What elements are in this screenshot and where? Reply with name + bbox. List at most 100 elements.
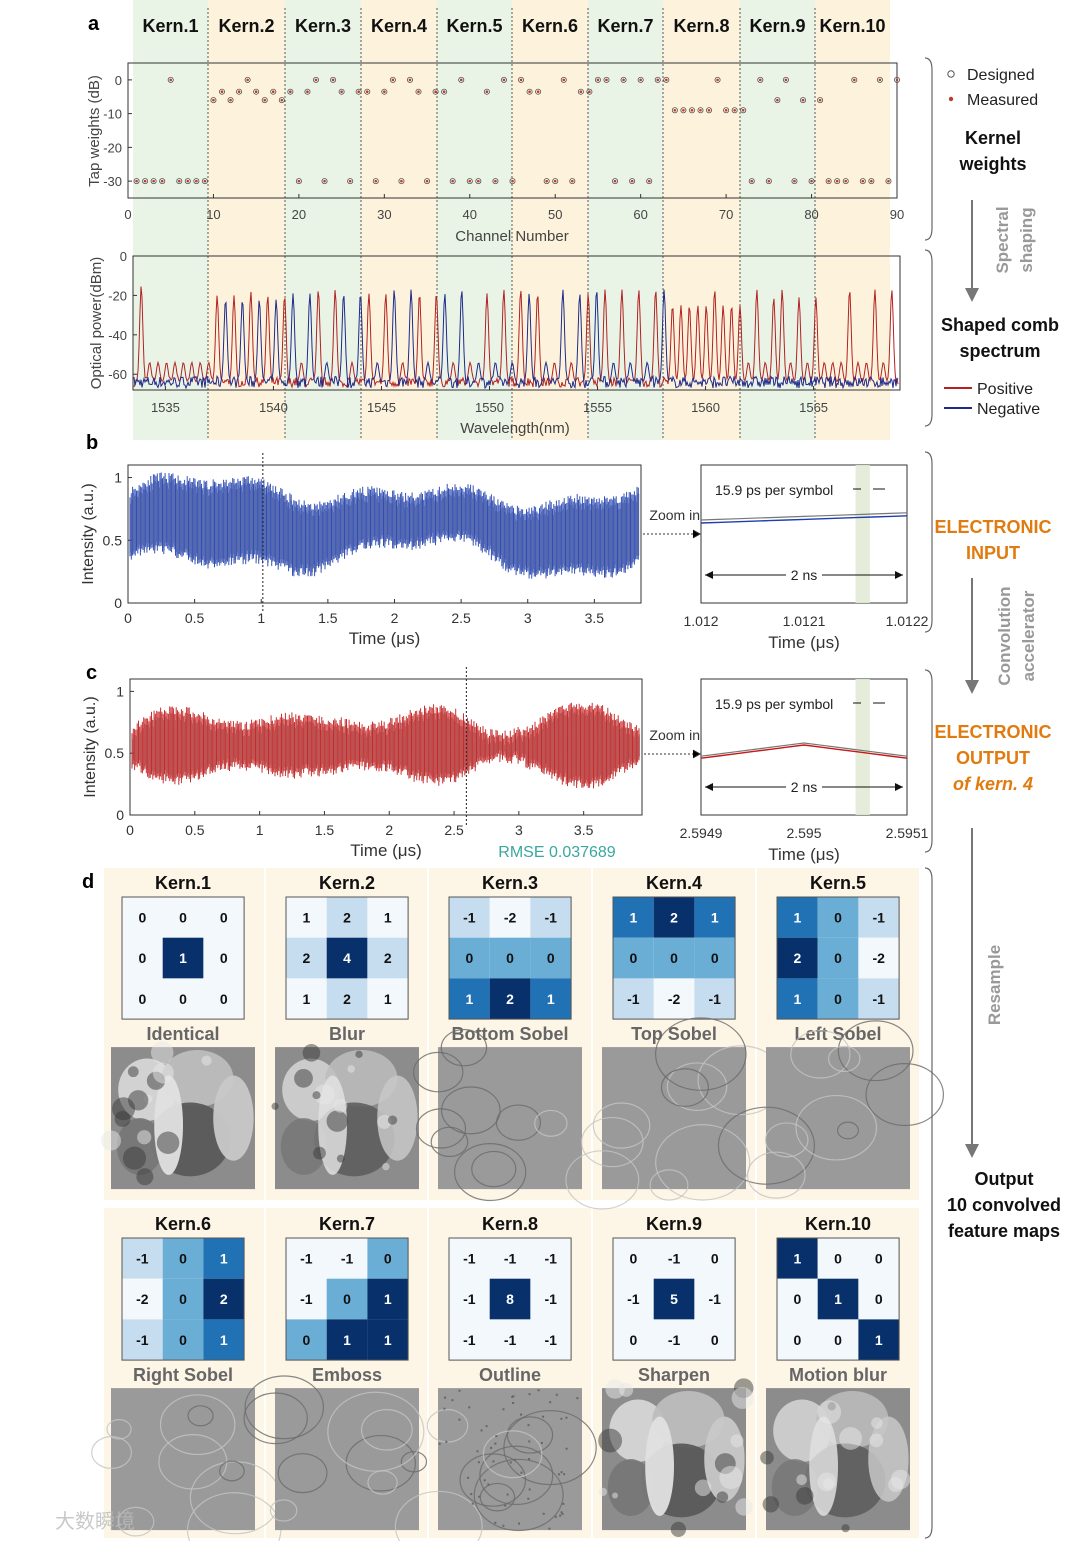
image-detail xyxy=(271,1102,279,1110)
kernel-cell xyxy=(286,1278,327,1320)
designed-point xyxy=(876,76,883,83)
kernel-cell-value: 1 xyxy=(343,1332,351,1348)
noise-speck xyxy=(458,1389,461,1392)
image-detail xyxy=(841,1524,850,1533)
bracket xyxy=(924,669,933,853)
measured-point xyxy=(152,179,155,183)
noise-speck xyxy=(561,1512,564,1515)
image-shape xyxy=(280,1118,327,1175)
image-detail xyxy=(612,1492,619,1499)
noise-speck xyxy=(511,1395,514,1398)
edge-contour xyxy=(441,1086,501,1135)
kernel-cell-value: 0 xyxy=(793,1332,801,1348)
kernel-cell xyxy=(858,1319,900,1361)
noise-speck xyxy=(554,1515,557,1518)
designed-point xyxy=(330,76,337,83)
x-tick-label: 1.5 xyxy=(315,822,335,838)
measured-point xyxy=(425,179,429,183)
measured-point xyxy=(135,179,138,183)
edge-contour xyxy=(865,1063,944,1127)
kernel-cell-value: 1 xyxy=(547,991,555,1007)
kernel-cell-value: -1 xyxy=(463,1332,476,1348)
designed-point xyxy=(415,88,422,95)
kernel-cell xyxy=(817,897,859,938)
image-detail xyxy=(869,1433,884,1448)
designed-point xyxy=(364,88,371,95)
zoom-reference xyxy=(700,742,908,757)
kernel-cell-value: -1 xyxy=(873,991,886,1007)
image-detail xyxy=(128,1090,149,1111)
noise-speck xyxy=(528,1488,531,1491)
designed-point xyxy=(800,97,807,104)
x-tick-label: 0 xyxy=(124,610,132,626)
measured-point xyxy=(297,179,301,183)
measured-point xyxy=(143,179,147,183)
designed-point xyxy=(663,76,670,83)
negative-trace xyxy=(133,289,899,390)
kernel-cell xyxy=(858,1238,900,1279)
reference-signal xyxy=(132,709,640,785)
kernel-cell-value: 0 xyxy=(670,950,678,966)
noise-speck xyxy=(506,1493,509,1496)
image-detail xyxy=(336,1154,345,1163)
kernel-name: Outline xyxy=(479,1365,541,1385)
kernel-header: Kern.4 xyxy=(371,16,427,36)
kernel-cell-value: 1 xyxy=(220,1332,228,1348)
time-plot-frame xyxy=(127,464,642,604)
edge-contour xyxy=(473,1458,564,1532)
kernel-cell xyxy=(162,1238,204,1279)
measured-point xyxy=(699,108,702,112)
designed-point xyxy=(193,178,200,185)
kernel-cell-value: -1 xyxy=(545,1332,558,1348)
kernel-cell xyxy=(613,937,654,979)
measured-point xyxy=(323,179,326,183)
kernel-title: Kern.9 xyxy=(646,1214,702,1234)
panel-label: a xyxy=(88,13,100,35)
y-tick-label: 0 xyxy=(115,73,122,88)
kernel-cell-value: -1 xyxy=(463,909,476,925)
kernel-header: Kern.1 xyxy=(142,16,198,36)
edge-contour xyxy=(360,1409,413,1451)
kernel-band-9 xyxy=(740,0,815,440)
kernel-cell-value: 1 xyxy=(711,909,719,925)
image-detail xyxy=(347,1065,355,1073)
noise-speck xyxy=(560,1471,563,1474)
image-shape xyxy=(809,1416,838,1516)
kernel-cell xyxy=(858,978,900,1020)
designed-point xyxy=(355,88,362,95)
kernel-cell-value: 0 xyxy=(138,991,146,1007)
designed-point xyxy=(398,178,405,185)
kernel-cell-value: -2 xyxy=(668,991,681,1007)
image-detail xyxy=(796,1487,814,1505)
measured-point xyxy=(793,179,796,183)
designed-point xyxy=(492,178,499,185)
edge-contour xyxy=(649,1169,689,1201)
image-shape xyxy=(377,1075,418,1161)
kernel-cell-value: 0 xyxy=(179,1332,187,1348)
kernel-cell-value: 1 xyxy=(384,991,392,1007)
x-tick-label: 3 xyxy=(524,610,532,626)
designed-point xyxy=(757,76,764,83)
x-tick-label: 20 xyxy=(292,207,306,222)
kernel-cell xyxy=(694,897,736,938)
x-tick-label: 1.5 xyxy=(318,610,338,626)
designed-point xyxy=(808,178,815,185)
image-detail xyxy=(735,1498,753,1516)
kernel-cell-value: -1 xyxy=(668,1250,681,1266)
designed-point xyxy=(483,88,490,95)
edge-contour xyxy=(717,1106,816,1185)
image-detail xyxy=(355,1050,363,1058)
x-axis-label: Channel Number xyxy=(455,228,568,245)
measured-point xyxy=(562,78,566,82)
noise-speck xyxy=(492,1460,495,1463)
edge-contour xyxy=(666,1062,728,1111)
designed-point xyxy=(278,97,285,104)
edge-contour xyxy=(277,1453,328,1494)
x-tick-label: 1 xyxy=(257,610,265,626)
designed-point xyxy=(432,88,439,95)
kernel-cell xyxy=(203,897,245,938)
kernel-band-7 xyxy=(588,0,663,440)
noise-speck xyxy=(560,1511,563,1514)
noise-speck xyxy=(468,1406,471,1409)
kernel-cell-value: -1 xyxy=(504,1332,517,1348)
